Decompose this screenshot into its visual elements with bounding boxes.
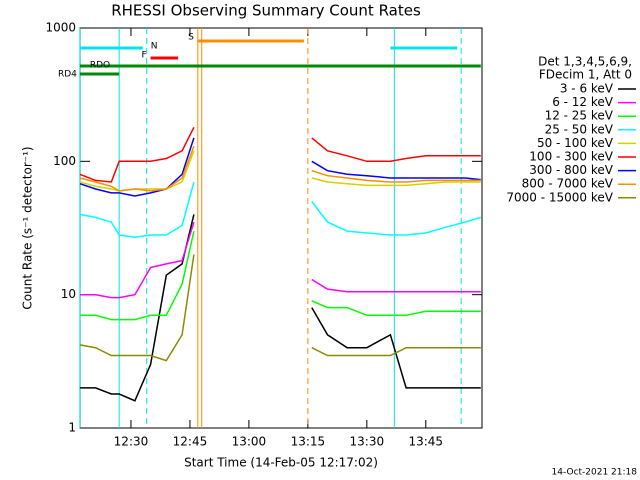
flag-label: RDO: [90, 61, 110, 71]
series-line: [79, 145, 481, 192]
series-line: [79, 137, 481, 197]
legend-label: 300 - 800 keV: [529, 163, 613, 177]
x-tick-label: 12:45: [173, 435, 208, 449]
legend-label: 50 - 100 keV: [537, 136, 614, 150]
flag-label: F: [141, 51, 146, 61]
flag-label: S: [188, 33, 194, 43]
series-line: [79, 214, 481, 402]
series-line: [79, 181, 482, 238]
legend-label: 12 - 25 keV: [545, 109, 614, 123]
chart-title: RHESSI Observing Summary Count Rates: [111, 2, 421, 20]
series-line: [79, 230, 481, 321]
legend-label: 100 - 300 keV: [529, 150, 613, 164]
y-tick-label: 1000: [45, 21, 76, 35]
legend-header: FDecim 1, Att 0: [539, 68, 632, 82]
legend-label: 800 - 7000 keV: [522, 177, 614, 191]
legend-label: 3 - 6 keV: [560, 82, 614, 96]
x-tick-label: 12:30: [114, 435, 149, 449]
series-line: [79, 254, 481, 362]
legend-label: 7000 - 15000 keV: [506, 190, 613, 204]
x-tick-label: 13:00: [232, 435, 267, 449]
x-tick-label: 13:30: [350, 435, 385, 449]
plot-frame: [79, 27, 483, 429]
x-tick-label: 13:15: [291, 435, 326, 449]
series-line: [79, 126, 481, 183]
flag-label: N: [151, 42, 158, 52]
x-tick-label: 13:45: [408, 435, 443, 449]
y-tick-label: 100: [53, 154, 76, 168]
y-tick-label: 10: [61, 287, 76, 301]
y-axis-label: Count Rate (s⁻¹ detector⁻¹): [21, 146, 35, 309]
x-axis-label: Start Time (14-Feb-05 12:17:02): [184, 456, 378, 470]
legend-label: 6 - 12 keV: [552, 95, 614, 109]
footer-date: 14-Oct-2021 21:18: [552, 468, 638, 478]
legend-label: 25 - 50 keV: [545, 122, 614, 136]
flag-label: RD4: [58, 70, 77, 80]
y-tick-label: 1: [68, 421, 76, 435]
series-line: [79, 221, 481, 299]
legend-header: Det 1,3,4,5,6,9,: [538, 55, 632, 69]
